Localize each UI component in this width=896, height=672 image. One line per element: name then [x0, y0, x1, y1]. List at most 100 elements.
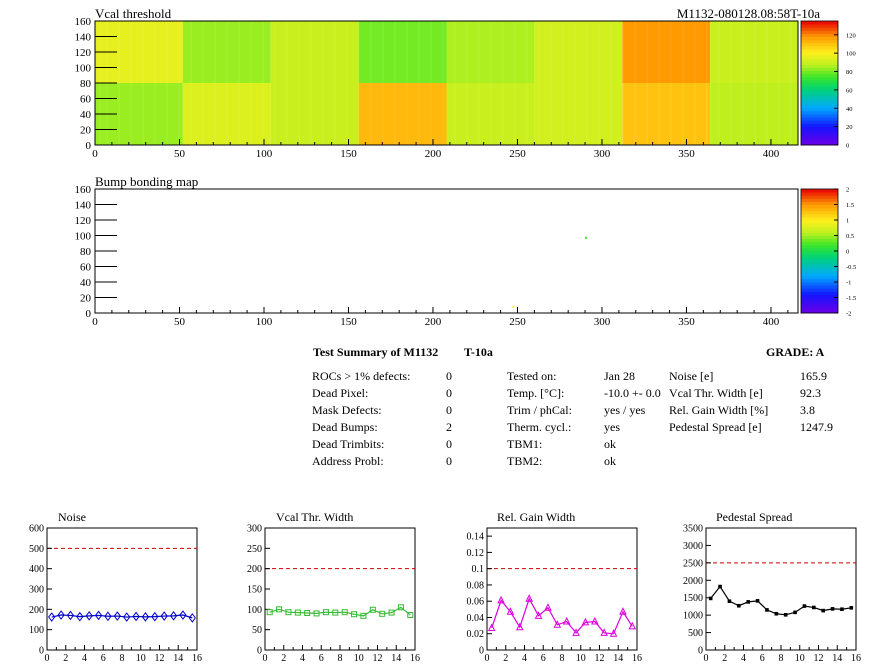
palette-tick-label: 60 [846, 87, 853, 94]
x-tick-label: 150 [340, 316, 357, 328]
palette-segment [801, 263, 838, 267]
palette-segment [801, 201, 838, 205]
x-tick-label: 12 [595, 653, 605, 664]
defect-label: Address Probl: [312, 454, 384, 468]
palette-segment [801, 39, 838, 44]
y-tick-label: 140 [75, 200, 92, 212]
data-point [849, 606, 854, 610]
data-point [141, 612, 150, 622]
result-label: Rel. Gain Width [%] [669, 403, 769, 417]
palette-segment [801, 64, 838, 68]
roc-block [446, 21, 535, 83]
data-point [609, 629, 618, 637]
x-tick-label: 200 [425, 148, 442, 160]
x-tick-label: 400 [763, 148, 780, 160]
y-tick-label: 300 [29, 585, 44, 596]
palette-segment [801, 306, 838, 311]
data-point [802, 604, 807, 608]
palette-segment [801, 216, 838, 221]
x-tick-label: 16 [192, 653, 202, 664]
plot-title: Vcal Thr. Width [276, 510, 353, 524]
x-tick-label: 2 [63, 653, 68, 664]
palette-tick-label: 1.5 [846, 202, 854, 209]
palette-segment [801, 76, 838, 81]
y-tick-label: 1500 [683, 593, 703, 604]
palette-segment [801, 135, 838, 140]
y-tick-label: 1000 [683, 611, 703, 622]
condition-value: ok [604, 454, 616, 468]
plot-title: Pedestal Spread [716, 510, 792, 524]
data-point [322, 609, 329, 616]
y-tick-label: 50 [252, 625, 262, 636]
defect-label: Dead Pixel: [312, 386, 369, 400]
result-label: Noise [e] [669, 369, 714, 383]
data-point [276, 606, 283, 613]
x-tick-label: 8 [779, 653, 784, 664]
x-tick-label: 250 [509, 148, 526, 160]
palette-segment [801, 220, 838, 224]
y-tick-label: 140 [75, 32, 92, 44]
palette-segment [801, 86, 838, 90]
palette-segment [801, 27, 838, 31]
palette-segment [801, 83, 838, 87]
data-point [821, 608, 825, 613]
palette-tick-label: 2 [846, 187, 849, 194]
data-point [783, 612, 788, 617]
y-tick-label: 0.04 [467, 613, 485, 624]
data-point [94, 610, 103, 621]
result-value: 3.8 [800, 403, 815, 417]
palette-segment [801, 309, 838, 314]
data-point [57, 610, 65, 620]
run-id-label: M1132-080128.08:58T-10a [677, 6, 820, 21]
condition-value: Jan 28 [604, 369, 635, 383]
data-point [85, 611, 93, 621]
plot-frame [264, 527, 416, 651]
palette-tick-label: 100 [846, 51, 856, 58]
result-label: Vcal Thr. Width [e] [669, 386, 763, 400]
palette-segment [801, 285, 838, 289]
y-tick-label: 60 [80, 94, 92, 106]
palette-segment [801, 120, 838, 124]
y-tick-label: 0 [39, 646, 44, 657]
x-tick-label: 8 [120, 653, 125, 664]
data-point [169, 611, 178, 621]
x-tick-label: 0 [92, 316, 98, 328]
data-point [830, 607, 835, 611]
palette-segment [801, 204, 838, 209]
palette-segment [801, 207, 838, 212]
palette-segment [801, 98, 838, 103]
defect-label: Dead Bumps: [312, 420, 378, 434]
y-tick-label: 20 [80, 125, 92, 137]
data-point [151, 611, 159, 622]
palette-segment [801, 269, 838, 274]
x-tick-label: 4 [522, 653, 527, 664]
defect-value: 0 [446, 437, 452, 451]
data-point [525, 594, 533, 602]
y-tick-label: 3000 [683, 541, 703, 552]
data-point [765, 608, 769, 612]
palette-tick-label: -0.5 [846, 264, 856, 271]
data-point [628, 621, 637, 630]
y-tick-label: 0 [257, 646, 262, 657]
roc-block [710, 21, 798, 83]
data-point [132, 611, 140, 622]
condition-label: TBM2: [507, 454, 543, 468]
palette-segment [801, 58, 838, 62]
x-tick-label: 6 [541, 653, 546, 664]
condition-value: yes [604, 420, 620, 434]
palette-segment [801, 110, 838, 115]
data-point [351, 611, 358, 618]
y-tick-label: 40 [80, 277, 92, 289]
x-tick-label: 250 [509, 316, 526, 328]
y-tick-label: 200 [247, 564, 262, 575]
palette-segment [801, 107, 838, 112]
palette-segment [801, 114, 838, 118]
series-line [269, 606, 411, 617]
y-tick-label: 500 [29, 544, 44, 555]
condition-label: Temp. [°C]: [507, 386, 565, 400]
data-point [840, 607, 844, 612]
palette-segment [801, 303, 838, 308]
x-tick-label: 14 [613, 653, 623, 664]
palette-segment [801, 24, 838, 28]
